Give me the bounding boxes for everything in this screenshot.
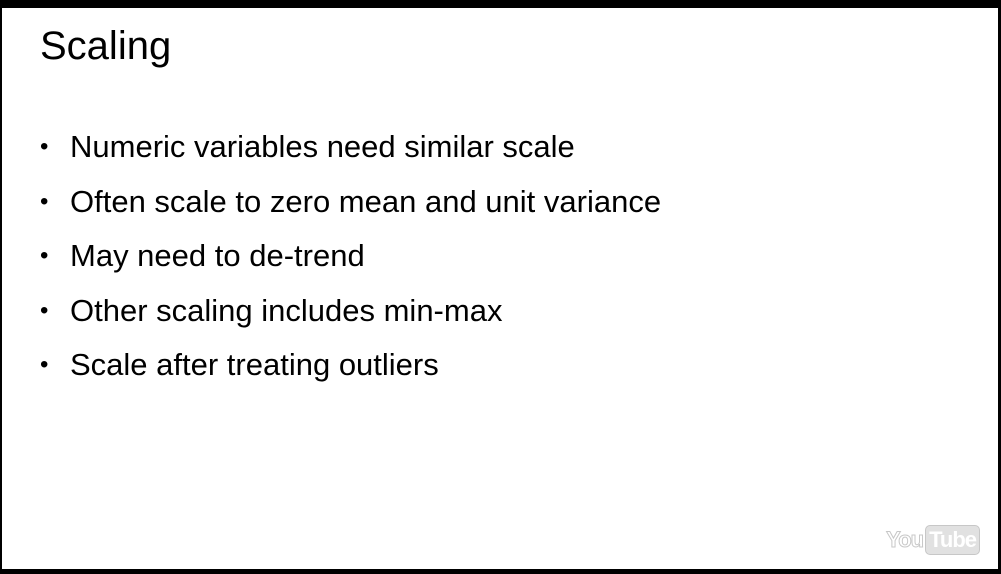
bullet-text: Often scale to zero mean and unit varian… xyxy=(70,183,662,219)
right-edge-border xyxy=(998,8,1001,569)
bullet-dot-icon: • xyxy=(40,296,49,324)
bullet-dot-icon: • xyxy=(40,187,49,215)
bullet-dot-icon: • xyxy=(40,351,49,378)
youtube-logo-you: You xyxy=(886,527,925,553)
slide-title: Scaling xyxy=(40,24,172,68)
youtube-logo-icon[interactable]: You Tube xyxy=(886,525,980,555)
youtube-logo-tube: Tube xyxy=(925,525,980,555)
bullet-text: Numeric variables need similar scale xyxy=(70,129,575,164)
bullet-text: May need to de-trend xyxy=(70,238,365,273)
bullet-text: Scale after treating outliers xyxy=(70,347,439,382)
bullet-dot-icon: • xyxy=(40,133,49,160)
bullet-text: Other scaling includes min-max xyxy=(70,292,503,328)
bullet-dot-icon: • xyxy=(40,242,49,269)
presentation-slide: Scaling • Numeric variables need similar… xyxy=(2,8,998,569)
